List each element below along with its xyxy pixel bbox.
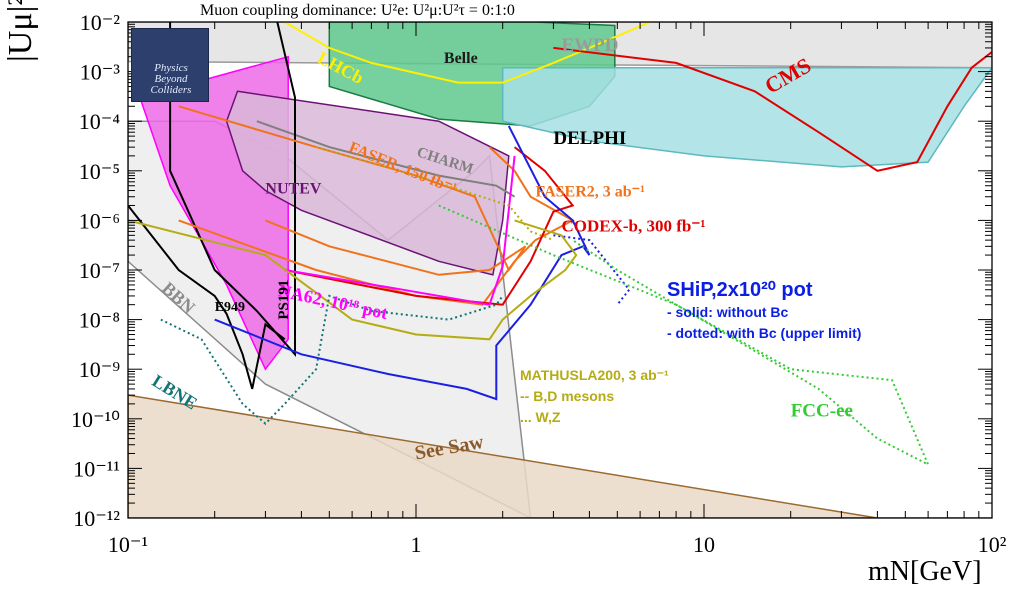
series-na62-10-pot [284, 155, 516, 306]
y-tick-label: 10⁻⁵ [79, 159, 120, 184]
ship-note-title: SHiP,2x10²⁰ pot [667, 279, 813, 301]
physics-beyond-colliders-logo [131, 28, 209, 102]
x-tick-label: 1 [411, 532, 422, 557]
y-tick-label: 10⁻⁶ [79, 208, 120, 233]
y-tick-label: 10⁻³ [80, 60, 121, 85]
y-tick-label: 10⁻⁴ [79, 109, 121, 134]
y-tick-label: 10⁻¹⁰ [71, 407, 120, 432]
region-delphi [501, 66, 992, 168]
y-tick-label: 10⁻⁷ [79, 258, 120, 283]
y-tick-label: 10⁻⁸ [79, 308, 120, 333]
annotation-belle: Belle [444, 50, 478, 67]
series-ps191 [169, 22, 296, 357]
series-codex-b-300-fb [284, 146, 575, 306]
x-tick-label: 10⁻¹ [108, 532, 148, 557]
annotation-nutev: NUTEV [265, 180, 321, 197]
ship-note-solid: - solid: without Bc [667, 304, 789, 320]
logo-text: Physics Beyond Colliders [150, 62, 192, 96]
annotation-faser2-3-ab: FASER2, 3 ab⁻¹ [536, 184, 646, 201]
y-tick-label: 10⁻¹¹ [73, 456, 120, 481]
y-tick-label: 10⁻⁹ [79, 357, 121, 382]
series-mathusla200-3-ab-b-d-mesons [128, 219, 578, 341]
chart-title: Muon coupling dominance: U²e: U²μ:U²τ = … [200, 2, 515, 19]
mathusla-bd: -- B,D mesons [520, 388, 615, 404]
series-lbne [160, 294, 504, 425]
series-lhcb [284, 22, 651, 84]
annotation-ps191: PS191 [276, 280, 292, 320]
annotation-e949: E949 [215, 300, 245, 315]
series-cms [553, 46, 992, 172]
series-fcc-ee [438, 204, 931, 467]
mathusla-title: MATHUSLA200, 3 ab⁻¹ [520, 367, 669, 383]
annotation-fcc-ee: FCC-ee [791, 401, 853, 422]
annotation-ewpd: EWPD [561, 35, 618, 56]
mathusla-notes: MATHUSLA200, 3 ab⁻¹ -- B,D mesons ... W,… [520, 365, 669, 428]
x-tick-label: 10 [693, 532, 715, 557]
mathusla-wz: ... W,Z [520, 409, 561, 425]
series-charm [256, 120, 516, 198]
series-e949 [128, 204, 286, 390]
series-ship-solid-without-bc [214, 125, 591, 401]
y-tick-label: 10⁻² [80, 10, 121, 35]
x-axis-label: mN[GeV] [868, 556, 982, 587]
x-tick-label: 10² [978, 532, 1007, 557]
ship-note-dotted: - dotted: with Bc (upper limit) [667, 325, 862, 341]
region-see-saw [128, 394, 992, 518]
annotation-codex-b-300-fb: CODEX-b, 300 fb⁻¹ [561, 216, 705, 235]
y-tick-label: 10⁻¹² [73, 506, 120, 531]
series-mathusla200-3-ab-w-z [315, 146, 554, 242]
annotation-delphi: DELPHI [553, 128, 626, 149]
region-nutev [225, 90, 510, 276]
ship-notes: SHiP,2x10²⁰ pot - solid: without Bc - do… [667, 278, 861, 344]
